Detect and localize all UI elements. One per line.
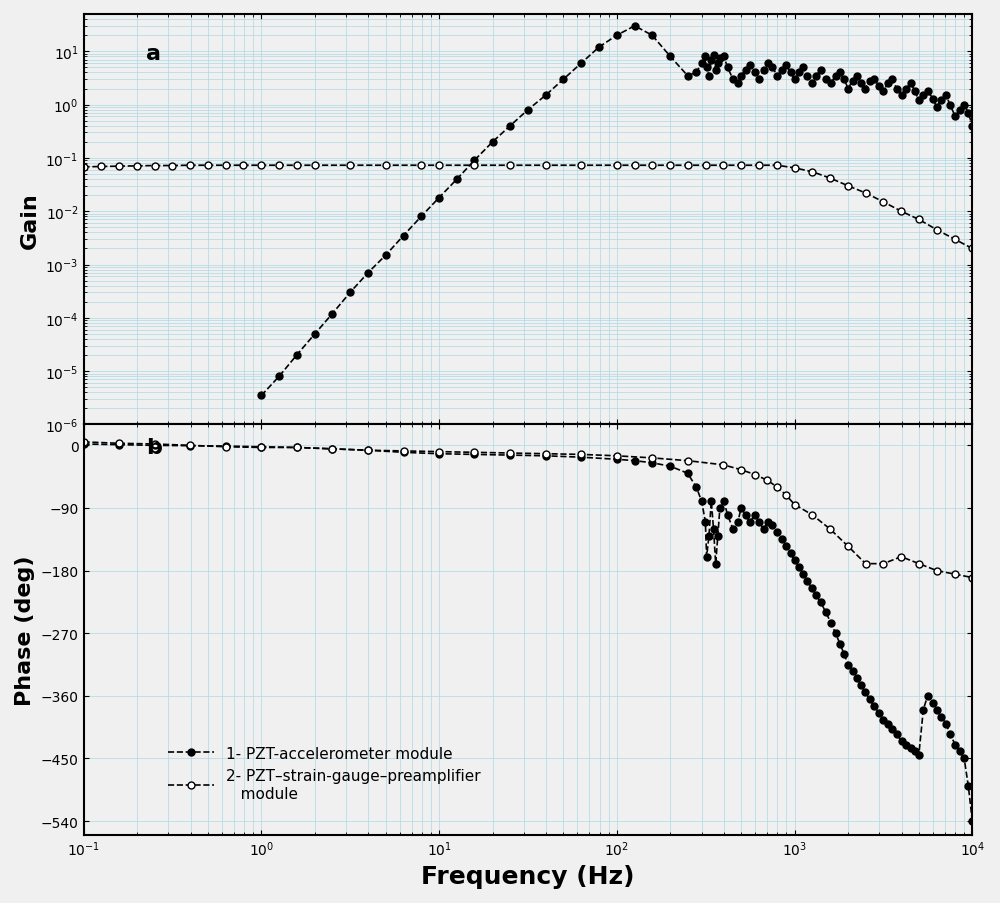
Legend: 1- PZT-accelerometer module, 2- PZT–strain-gauge–preamplifier
   module: 1- PZT-accelerometer module, 2- PZT–stra… [162, 740, 487, 807]
2- PZT–strain-gauge–preamplifier
   module [949, 235, 961, 246]
2- PZT–strain-gauge–preamplifier
   module [344, 161, 356, 172]
2- PZT–strain-gauge–preamplifier
   module [255, 161, 267, 172]
2- PZT–strain-gauge–preamplifier
   module [113, 162, 125, 172]
2- PZT–strain-gauge–preamplifier
   module [468, 161, 480, 172]
1- PZT-accelerometer module [806, 79, 818, 89]
2- PZT–strain-gauge–preamplifier
   module [166, 161, 178, 172]
Text: a: a [146, 43, 161, 64]
2- PZT–strain-gauge–preamplifier
   module [664, 161, 676, 172]
2- PZT–strain-gauge–preamplifier
   module [966, 244, 978, 255]
2- PZT–strain-gauge–preamplifier
   module [735, 161, 747, 172]
2- PZT–strain-gauge–preamplifier
   module [771, 161, 783, 172]
2- PZT–strain-gauge–preamplifier
   module [860, 189, 872, 200]
2- PZT–strain-gauge–preamplifier
   module [95, 162, 107, 172]
2- PZT–strain-gauge–preamplifier
   module [291, 161, 303, 172]
1- PZT-accelerometer module [966, 121, 978, 132]
2- PZT–strain-gauge–preamplifier
   module [806, 167, 818, 178]
2- PZT–strain-gauge–preamplifier
   module [149, 161, 161, 172]
Y-axis label: Phase (deg): Phase (deg) [15, 554, 35, 705]
Line: 2- PZT–strain-gauge–preamplifier
   module: 2- PZT–strain-gauge–preamplifier module [80, 163, 976, 253]
Text: b: b [146, 437, 162, 457]
2- PZT–strain-gauge–preamplifier
   module [611, 161, 623, 172]
2- PZT–strain-gauge–preamplifier
   module [415, 161, 427, 172]
1- PZT-accelerometer module [864, 76, 876, 87]
2- PZT–strain-gauge–preamplifier
   module [184, 161, 196, 172]
1- PZT-accelerometer module [255, 391, 267, 402]
1- PZT-accelerometer module [882, 79, 894, 89]
2- PZT–strain-gauge–preamplifier
   module [131, 162, 143, 172]
2- PZT–strain-gauge–preamplifier
   module [629, 161, 641, 172]
Line: 1- PZT-accelerometer module: 1- PZT-accelerometer module [258, 23, 976, 399]
2- PZT–strain-gauge–preamplifier
   module [78, 163, 90, 173]
2- PZT–strain-gauge–preamplifier
   module [380, 161, 392, 172]
2- PZT–strain-gauge–preamplifier
   module [895, 207, 907, 218]
2- PZT–strain-gauge–preamplifier
   module [682, 161, 694, 172]
2- PZT–strain-gauge–preamplifier
   module [877, 197, 889, 208]
2- PZT–strain-gauge–preamplifier
   module [575, 161, 587, 172]
2- PZT–strain-gauge–preamplifier
   module [540, 161, 552, 172]
2- PZT–strain-gauge–preamplifier
   module [237, 161, 249, 172]
2- PZT–strain-gauge–preamplifier
   module [789, 163, 801, 174]
2- PZT–strain-gauge–preamplifier
   module [753, 161, 765, 172]
2- PZT–strain-gauge–preamplifier
   module [309, 161, 321, 172]
2- PZT–strain-gauge–preamplifier
   module [717, 161, 729, 172]
Y-axis label: Gain: Gain [20, 191, 40, 248]
2- PZT–strain-gauge–preamplifier
   module [202, 161, 214, 172]
2- PZT–strain-gauge–preamplifier
   module [646, 161, 658, 172]
2- PZT–strain-gauge–preamplifier
   module [700, 161, 712, 172]
2- PZT–strain-gauge–preamplifier
   module [842, 182, 854, 192]
1- PZT-accelerometer module [891, 84, 903, 95]
2- PZT–strain-gauge–preamplifier
   module [273, 161, 285, 172]
1- PZT-accelerometer module [886, 75, 898, 86]
2- PZT–strain-gauge–preamplifier
   module [824, 173, 836, 184]
2- PZT–strain-gauge–preamplifier
   module [220, 161, 232, 172]
1- PZT-accelerometer module [905, 79, 917, 89]
2- PZT–strain-gauge–preamplifier
   module [931, 225, 943, 236]
2- PZT–strain-gauge–preamplifier
   module [504, 161, 516, 172]
2- PZT–strain-gauge–preamplifier
   module [913, 215, 925, 226]
2- PZT–strain-gauge–preamplifier
   module [433, 161, 445, 172]
1- PZT-accelerometer module [629, 22, 641, 33]
X-axis label: Frequency (Hz): Frequency (Hz) [421, 864, 635, 888]
